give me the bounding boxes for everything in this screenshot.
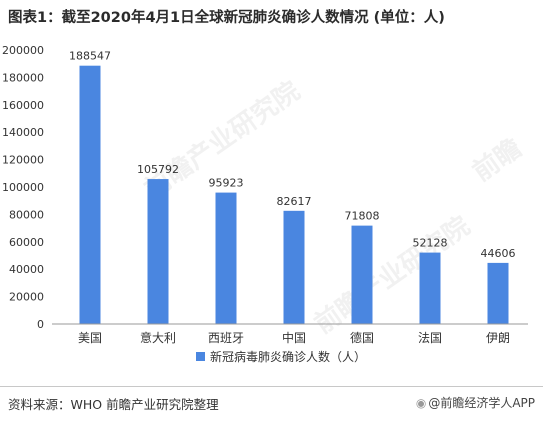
weibo-icon: ◉ (415, 396, 427, 410)
bars: 188547 105792 95923 82617 71808 52128 44606 (69, 50, 516, 324)
bar (215, 192, 237, 324)
bar (351, 225, 373, 324)
source-note: 资料来源：WHO 前瞻产业研究院整理 (8, 397, 219, 412)
x-axis: 美国 意大利 西班牙 中国 德国 法国 伊朗 (52, 323, 528, 345)
y-tick-label: 120000 (2, 154, 44, 167)
y-tick-label: 160000 (2, 99, 44, 112)
bar (487, 262, 509, 324)
bar (283, 210, 305, 324)
y-tick-label: 140000 (2, 126, 44, 139)
x-tick-label: 意大利 (140, 330, 176, 345)
y-tick-label: 60000 (9, 236, 44, 249)
bar (147, 179, 169, 324)
legend: 新冠病毒肺炎确诊人数（人） (196, 349, 366, 364)
y-tick-label: 80000 (9, 208, 44, 221)
x-tick-label: 德国 (350, 330, 374, 345)
x-tick-label: 西班牙 (208, 331, 244, 345)
y-tick-label: 0 (37, 318, 44, 331)
bar-chart: 0 20000 40000 60000 80000 100000 120000 140000 1… (2, 44, 528, 364)
data-label: 82617 (277, 195, 312, 208)
y-tick-label: 200000 (2, 44, 44, 57)
legend-label: 新冠病毒肺炎确诊人数（人） (210, 349, 366, 364)
bar (419, 252, 441, 324)
x-tick-label: 法国 (418, 331, 442, 345)
data-label: 95923 (209, 177, 244, 190)
credit: ◉ @前瞻经济学人APP (416, 394, 535, 411)
data-label: 71808 (345, 210, 380, 223)
y-tick-label: 20000 (9, 291, 44, 304)
y-tick-label: 100000 (2, 181, 44, 194)
y-tick-label: 180000 (2, 71, 44, 84)
data-label: 105792 (137, 163, 179, 176)
legend-swatch (196, 352, 205, 361)
y-axis: 0 20000 40000 60000 80000 100000 120000 140000 1… (2, 44, 44, 331)
data-label: 188547 (69, 50, 111, 63)
divider (0, 386, 543, 387)
x-tick-label: 美国 (78, 331, 102, 345)
y-tick-label: 40000 (9, 263, 44, 276)
x-tick-label: 伊朗 (486, 331, 510, 345)
data-label: 52128 (413, 237, 448, 250)
chart-title: 图表1：截至2020年4月1日全球新冠肺炎确诊人数情况 (单位：人) (8, 10, 445, 26)
x-tick-label: 中国 (282, 330, 306, 345)
data-label: 44606 (481, 247, 516, 260)
bar (79, 65, 101, 324)
credit-text: @前瞻经济学人APP (428, 396, 535, 410)
